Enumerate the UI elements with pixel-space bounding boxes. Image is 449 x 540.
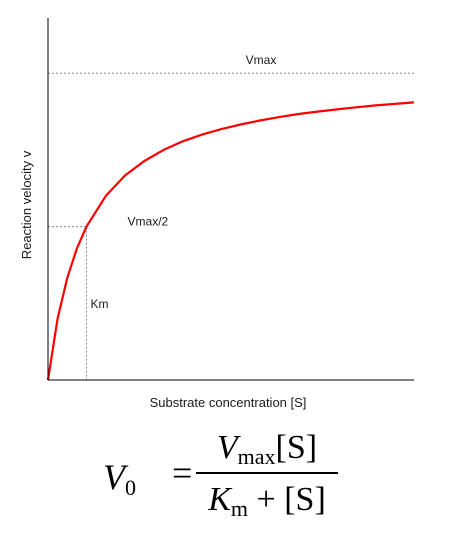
vmax-label: Vmax	[246, 53, 277, 67]
x-axis-label: Substrate concentration [S]	[150, 395, 307, 410]
equation-lhs: V0	[103, 457, 136, 500]
velocity-curve	[46, 101, 415, 381]
equation-numerator: Vmax[S]	[216, 429, 318, 469]
half-vmax-label: Vmax/2	[128, 215, 169, 229]
equation-denominator: Km + [S]	[208, 480, 326, 521]
km-label: Km	[91, 297, 109, 311]
guide-lines	[48, 72, 414, 380]
equation-equals: =	[172, 453, 193, 493]
axes	[47, 18, 414, 381]
y-axis-label: Reaction velocity v	[19, 150, 34, 259]
equation-fraction: Vmax[S] Km + [S]	[196, 426, 338, 522]
michaelis-menten-chart: Vmax Vmax/2 Km Substrate concentration [S] R…	[19, 18, 415, 410]
michaelis-menten-equation: V0 = Vmax[S] Km + [S]	[0, 420, 449, 535]
labels: Vmax Vmax/2 Km Substrate concentration [S] R…	[19, 53, 306, 410]
fraction-bar	[196, 472, 338, 474]
curve-layer	[46, 101, 415, 381]
